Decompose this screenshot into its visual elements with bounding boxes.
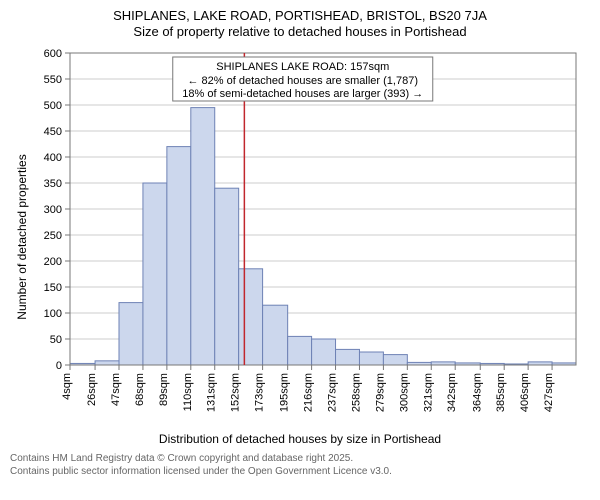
histogram-bar [215,188,239,365]
y-tick-label: 350 [44,178,62,190]
y-tick-label: 50 [50,334,62,346]
histogram-bar [143,183,167,365]
x-tick-label: 279sqm [374,373,386,412]
histogram-bar [167,146,191,364]
x-tick-label: 300sqm [398,373,410,412]
x-tick-label: 237sqm [327,373,339,412]
histogram-bar [95,360,119,364]
y-tick-label: 500 [44,100,62,112]
x-tick-label: 364sqm [471,373,483,412]
y-tick-label: 550 [44,74,62,86]
title-line-2: Size of property relative to detached ho… [10,24,590,40]
x-tick-label: 258sqm [350,373,362,412]
histogram-bar [312,339,336,365]
footnote-line-1: Contains HM Land Registry data © Crown c… [10,452,590,465]
histogram-bar [191,107,215,364]
x-tick-label: 427sqm [543,373,555,412]
chart-wrap: Number of detached properties 0501001502… [24,45,584,430]
annotation-line-1: ← 82% of detached houses are smaller (1,… [187,75,418,87]
x-tick-label: 385sqm [495,373,507,412]
y-tick-label: 100 [44,308,62,320]
x-tick-label: 68sqm [134,373,146,406]
y-tick-label: 400 [44,152,62,164]
x-tick-label: 131sqm [206,373,218,412]
histogram-bar [383,354,407,364]
x-tick-label: 173sqm [254,373,266,412]
x-tick-label: 406sqm [519,373,531,412]
x-tick-label: 216sqm [303,373,315,412]
x-tick-label: 47sqm [110,373,122,406]
y-tick-label: 200 [44,256,62,268]
y-tick-label: 250 [44,230,62,242]
y-axis-label: Number of detached properties [15,154,29,319]
y-tick-label: 600 [44,48,62,60]
x-tick-label: 4sqm [61,373,73,400]
footnotes: Contains HM Land Registry data © Crown c… [10,452,590,478]
histogram-bar [119,302,143,364]
x-tick-label: 26sqm [86,373,98,406]
y-tick-label: 300 [44,204,62,216]
histogram-bar [239,268,263,364]
title-block: SHIPLANES, LAKE ROAD, PORTISHEAD, BRISTO… [10,8,590,41]
x-tick-label: 89sqm [158,373,170,406]
histogram-bar [288,336,312,365]
y-tick-label: 450 [44,126,62,138]
x-tick-label: 195sqm [279,373,291,412]
title-line-1: SHIPLANES, LAKE ROAD, PORTISHEAD, BRISTO… [10,8,590,24]
annotation-title: SHIPLANES LAKE ROAD: 157sqm [216,61,389,73]
x-tick-label: 152sqm [230,373,242,412]
x-tick-label: 342sqm [446,373,458,412]
footnote-line-2: Contains public sector information licen… [10,465,590,478]
y-tick-label: 150 [44,282,62,294]
histogram-chart: 0 50 100 150 200 250 300 350 400 450 500 550 600 4sqm… [24,45,584,425]
x-tick-label: 110sqm [182,373,194,411]
x-axis-label: Distribution of detached houses by size … [10,432,590,446]
annotation-line-2: 18% of semi-detached houses are larger (… [182,88,423,100]
x-tick-label: 321sqm [422,373,434,412]
histogram-bar [359,352,383,365]
page: SHIPLANES, LAKE ROAD, PORTISHEAD, BRISTO… [0,0,600,500]
y-tick-label: 0 [56,360,62,372]
histogram-bar [336,349,360,365]
histogram-bar [263,305,288,365]
